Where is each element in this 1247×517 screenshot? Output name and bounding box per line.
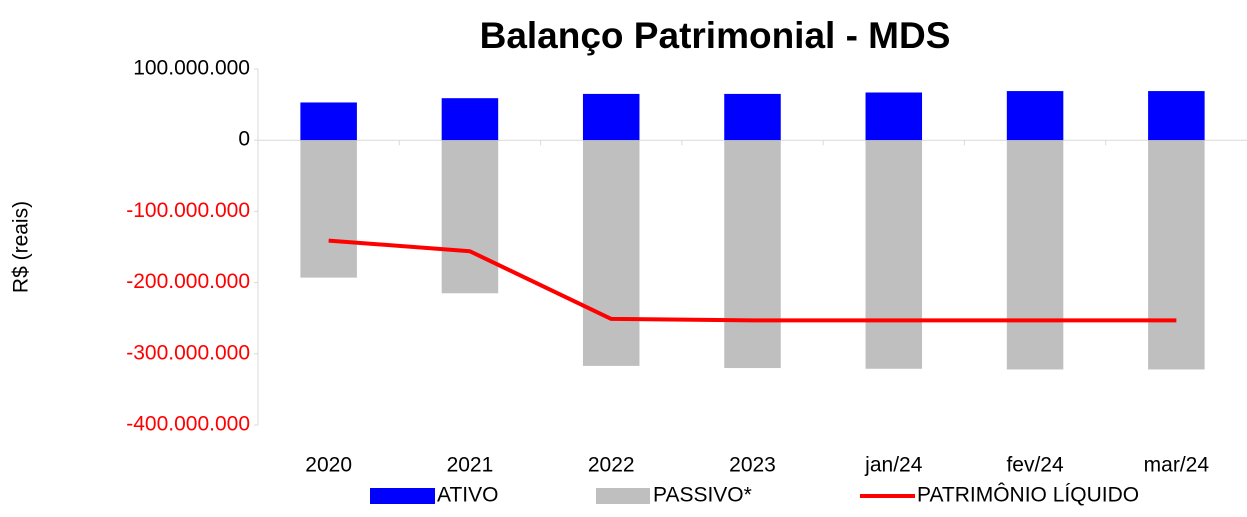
bar	[1006, 140, 1064, 370]
x-tick-label: 2022	[588, 454, 635, 477]
x-tick-label: fev/24	[1006, 454, 1064, 477]
y-tick-label: 0	[238, 128, 250, 151]
bar	[582, 93, 640, 141]
legend-swatch	[370, 488, 435, 504]
legend-swatch	[596, 488, 650, 504]
y-tick-label: -100.000.000	[126, 199, 250, 222]
y-tick-label: 100.000.000	[133, 57, 250, 80]
x-tick-label: mar/24	[1144, 454, 1210, 477]
y-tick-label: -400.000.000	[126, 413, 250, 436]
legend-label: ATIVO	[437, 484, 498, 507]
bar	[582, 140, 640, 366]
bar	[441, 98, 499, 141]
x-tick-label: 2021	[447, 454, 494, 477]
bar	[441, 140, 499, 294]
bar	[300, 140, 357, 278]
chart-title: Balanço Patrimonial - MDS	[480, 15, 951, 56]
x-tick-label: jan/24	[864, 454, 923, 477]
bar	[1006, 91, 1064, 141]
bar	[724, 93, 781, 141]
y-tick-label: -200.000.000	[126, 270, 250, 293]
bar	[865, 140, 923, 369]
line	[328, 238, 1177, 323]
bar	[865, 92, 923, 141]
legend-label: PATRIMÔNIO LÍQUIDO	[917, 484, 1139, 507]
x-tick-label: 2020	[305, 454, 352, 477]
bar	[1148, 140, 1205, 370]
bar	[724, 140, 781, 369]
x-tick-label: 2023	[729, 454, 776, 477]
bar	[1148, 91, 1205, 141]
bar	[300, 102, 357, 141]
legend-label: PASSIVO*	[653, 484, 752, 507]
y-tick-label: -300.000.000	[126, 341, 250, 364]
y-axis-label: R$ (reais)	[10, 201, 33, 293]
